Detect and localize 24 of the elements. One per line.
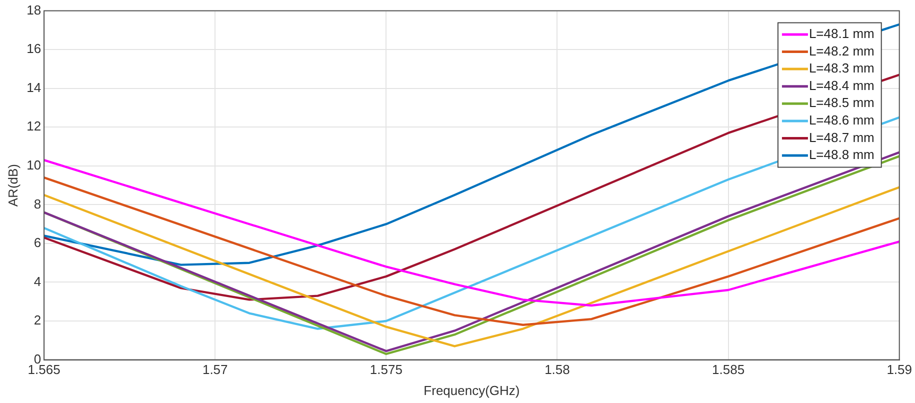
legend-label: L=48.1 mm: [808, 26, 874, 42]
y-tick-label: 12: [26, 118, 42, 134]
x-tick-label: 1.575: [370, 362, 402, 378]
legend-label: L=48.8 mm: [808, 147, 874, 162]
x-tick-label: 1.58: [544, 362, 570, 378]
legend-label: L=48.5 mm: [808, 95, 874, 110]
y-tick-label: 14: [26, 80, 42, 95]
y-tick-label: 6: [34, 235, 42, 250]
y-tick-label: 16: [26, 41, 42, 56]
y-tick-label: 4: [34, 274, 42, 289]
legend-label: L=48.4 mm: [808, 78, 874, 93]
y-axis-title: AR(dB): [5, 164, 20, 207]
legend-label: L=48.3 mm: [808, 60, 874, 76]
x-axis-title: Frequency(GHz): [424, 382, 520, 398]
y-tick-label: 18: [26, 2, 42, 18]
legend-label: L=48.2 mm: [808, 43, 874, 58]
x-tick-label: 1.59: [886, 362, 912, 378]
x-tick-label: 1.57: [202, 362, 228, 378]
y-tick-label: 8: [34, 196, 42, 212]
legend-label: L=48.7 mm: [808, 130, 874, 145]
legend-label: L=48.6 mm: [808, 112, 874, 128]
x-tick-label: 1.585: [712, 362, 745, 378]
y-tick-label: 2: [34, 312, 42, 328]
y-tick-label: 10: [26, 157, 42, 172]
